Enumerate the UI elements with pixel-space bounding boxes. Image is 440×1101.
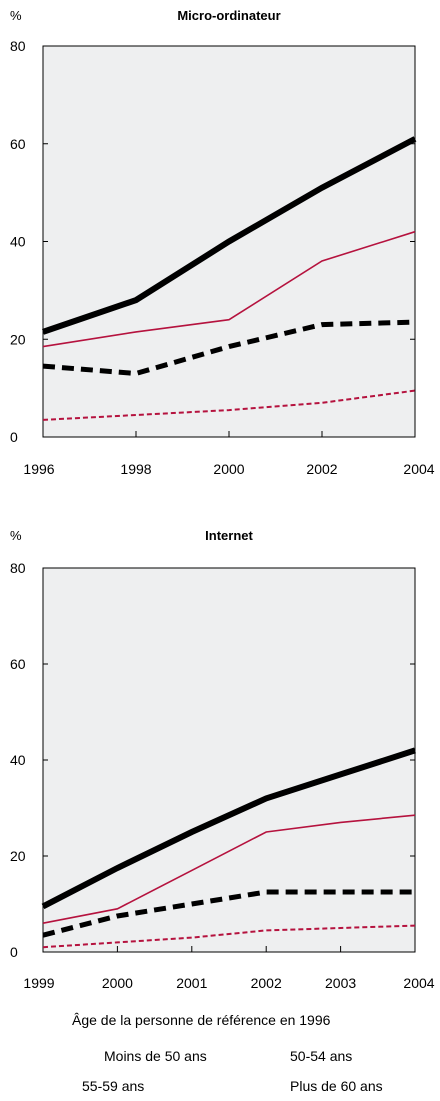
series-line-moins-de-50-ans	[41, 747, 416, 910]
legend-item-50-54: 50-54 ans	[240, 1046, 420, 1066]
x-tick-label: 1996	[23, 461, 54, 477]
legend-item-55-59: 55-59 ans	[38, 1076, 218, 1096]
x-tick-label: 2001	[176, 975, 207, 991]
x-tick-label: 2000	[213, 461, 244, 477]
y-tick-label: 80	[10, 38, 26, 54]
y-tick-label: 40	[10, 234, 26, 250]
x-tick-label: 2003	[325, 975, 356, 991]
chart-panel-2: Internet% 0 20 40 60 80 1999 2000 2001 2002 2003 20…	[10, 528, 435, 991]
x-tick-label: 2004	[403, 461, 434, 477]
plot-area	[42, 567, 416, 953]
y-axis-unit: %	[10, 528, 22, 543]
x-tick-label: 2002	[306, 461, 337, 477]
y-tick-label: 60	[10, 656, 26, 672]
series-line-plus-de-60-ans	[42, 389, 416, 421]
x-tick-label: 1999	[23, 975, 54, 991]
series-line-55-59-ans	[42, 889, 415, 938]
y-tick-label: 40	[10, 752, 26, 768]
y-tick-label: 20	[10, 331, 26, 347]
x-tick-label: 1998	[120, 461, 151, 477]
x-tick-label: 2000	[102, 975, 133, 991]
y-tick-label: 0	[10, 429, 18, 445]
legend-label: 50-54 ans	[290, 1048, 353, 1064]
y-axis-unit: %	[10, 8, 22, 23]
x-tick-label: 2002	[251, 975, 282, 991]
y-tick-label: 20	[10, 848, 26, 864]
chart-title: Internet	[205, 528, 253, 543]
y-tick-label: 60	[10, 136, 26, 152]
series-line-moins-de-50-ans	[42, 136, 417, 335]
chart-title: Micro-ordinateur	[177, 8, 280, 23]
series-line-plus-de-60-ans	[42, 924, 416, 949]
x-tick-label: 2004	[403, 975, 434, 991]
legend-label: Plus de 60 ans	[290, 1078, 383, 1094]
legend-label: Moins de 50 ans	[104, 1048, 207, 1064]
legend: Âge de la personne de référence en 1996 …	[0, 1012, 440, 1101]
series-line-55-59-ans	[42, 319, 416, 377]
legend-label: 55-59 ans	[82, 1078, 145, 1094]
chart-panel-1: Micro-ordinateur% 0 20 40 60 80 1996 1998 2000 20…	[10, 8, 435, 477]
legend-item-plus-de-60: Plus de 60 ans	[240, 1076, 420, 1096]
legend-title: Âge de la personne de référence en 1996	[72, 1012, 331, 1028]
y-tick-label: 80	[10, 560, 26, 576]
series-line-50-54-ans	[42, 814, 416, 924]
series-line-50-54-ans	[42, 230, 416, 348]
y-tick-label: 0	[10, 944, 18, 960]
legend-item-moins-de-50: Moins de 50 ans	[44, 1046, 224, 1066]
